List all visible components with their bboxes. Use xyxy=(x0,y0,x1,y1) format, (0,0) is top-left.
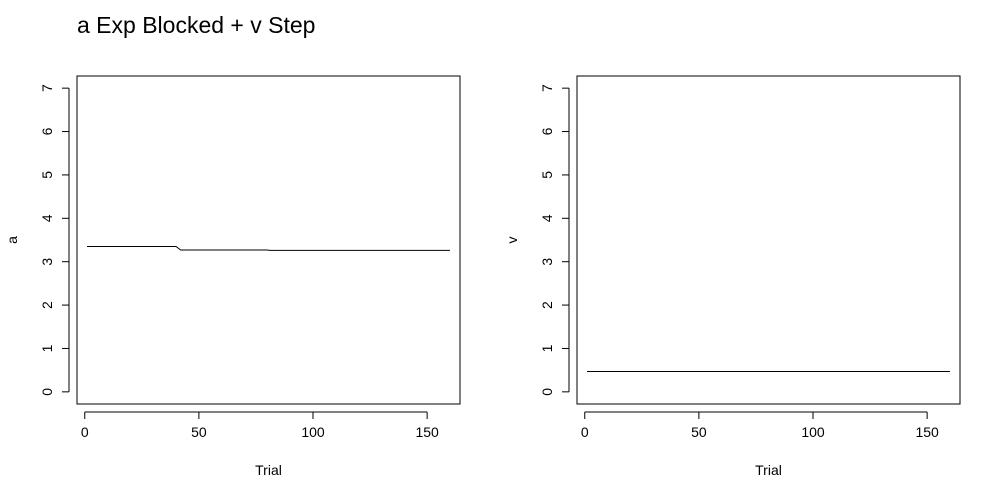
y-axis-label-left: a xyxy=(4,236,20,244)
x-tick-label-right: 0 xyxy=(581,424,589,440)
y-tick-label-right: 6 xyxy=(539,127,555,135)
y-tick-label-left: 2 xyxy=(39,301,55,309)
x-tick-label-left: 50 xyxy=(191,424,207,440)
y-tick-label-right: 3 xyxy=(539,258,555,266)
x-tick-label-left: 100 xyxy=(301,424,325,440)
y-tick-label-right: 1 xyxy=(539,344,555,352)
x-tick-label-left: 0 xyxy=(81,424,89,440)
x-tick-label-right: 150 xyxy=(915,424,939,440)
x-axis-label-left: Trial xyxy=(255,462,282,478)
plot-frame-right xyxy=(576,75,961,405)
plot-frame-left xyxy=(76,75,461,405)
y-tick-label-right: 5 xyxy=(539,171,555,179)
y-tick-label-right: 2 xyxy=(539,301,555,309)
x-tick-label-left: 150 xyxy=(415,424,439,440)
y-tick-label-right: 7 xyxy=(539,84,555,92)
y-tick-label-left: 1 xyxy=(39,344,55,352)
x-tick-label-right: 100 xyxy=(801,424,825,440)
y-tick-label-left: 0 xyxy=(39,388,55,396)
series-line-left xyxy=(87,246,450,251)
y-tick-label-left: 7 xyxy=(39,84,55,92)
y-tick-label-right: 0 xyxy=(539,388,555,396)
x-axis-label-right: Trial xyxy=(755,462,782,478)
y-tick-label-left: 5 xyxy=(39,171,55,179)
x-tick-label-right: 50 xyxy=(691,424,707,440)
page-title: a Exp Blocked + v Step xyxy=(77,12,316,38)
y-axis-label-right: v xyxy=(504,237,520,244)
y-tick-label-right: 4 xyxy=(539,214,555,222)
y-tick-label-left: 3 xyxy=(39,258,55,266)
y-tick-label-left: 4 xyxy=(39,214,55,222)
y-tick-label-left: 6 xyxy=(39,127,55,135)
